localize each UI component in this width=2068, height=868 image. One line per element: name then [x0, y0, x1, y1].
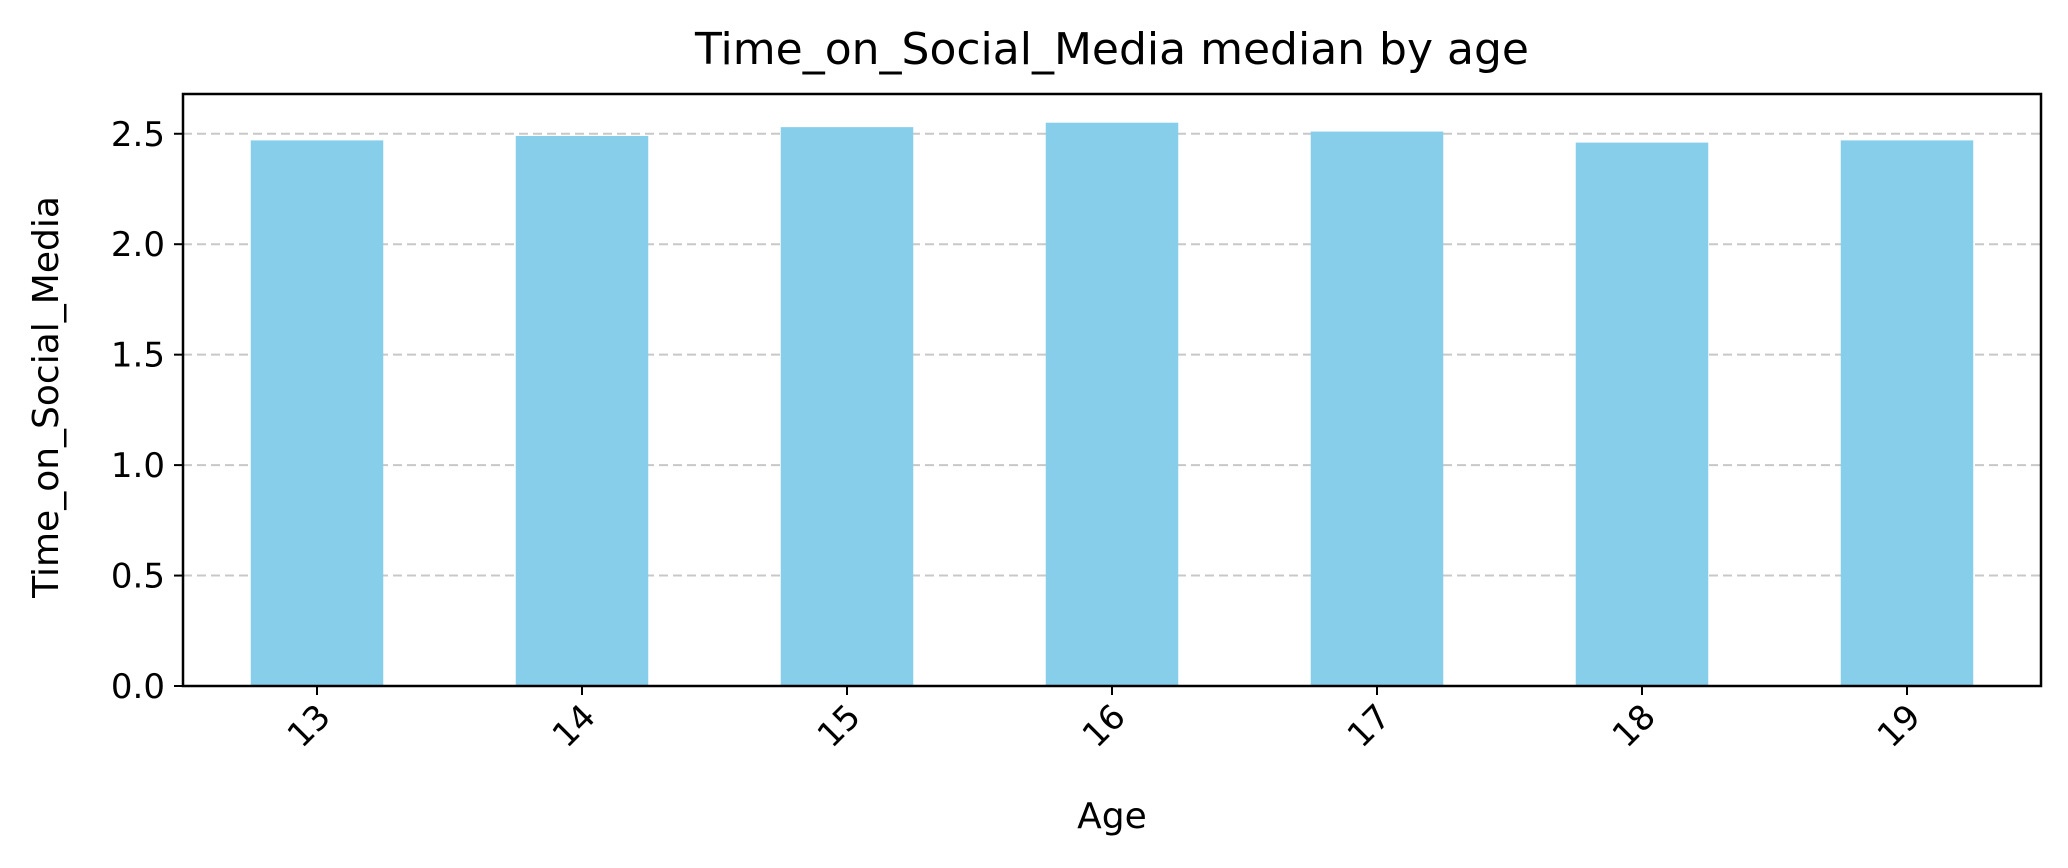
- chart-title: Time_on_Social_Media median by age: [694, 24, 1529, 75]
- bar-age-16: [1045, 122, 1179, 686]
- y-axis-label: Time_on_Social_Media: [26, 196, 67, 599]
- x-tick-label: 14: [545, 697, 604, 756]
- y-tick-label: 0.0: [111, 667, 165, 707]
- y-tick-label: 2.0: [111, 225, 165, 265]
- x-tick-label: 13: [280, 697, 339, 756]
- bar-age-14: [515, 135, 649, 686]
- y-axis-ticks: 0.0 0.5 1.0 1.5 2.0 2.5: [111, 115, 183, 707]
- bar-age-13: [250, 140, 384, 686]
- x-tick-label: 16: [1075, 697, 1134, 756]
- y-tick-label: 0.5: [111, 557, 165, 597]
- y-tick-label: 1.0: [111, 446, 165, 486]
- bars: [250, 122, 1974, 686]
- x-tick-label: 17: [1340, 697, 1399, 756]
- y-tick-label: 2.5: [111, 115, 165, 155]
- x-tick-label: 19: [1870, 697, 1929, 756]
- x-tick-label: 18: [1605, 697, 1664, 756]
- bar-age-18: [1575, 142, 1709, 686]
- bar-age-19: [1840, 140, 1974, 686]
- x-axis-label: Age: [1077, 796, 1147, 837]
- bar-age-17: [1310, 131, 1444, 686]
- bar-age-15: [780, 127, 914, 686]
- y-tick-label: 1.5: [111, 336, 165, 376]
- x-tick-label: 15: [810, 697, 869, 756]
- x-axis-ticks: 13 14 15 16 17 18 19: [280, 686, 1929, 756]
